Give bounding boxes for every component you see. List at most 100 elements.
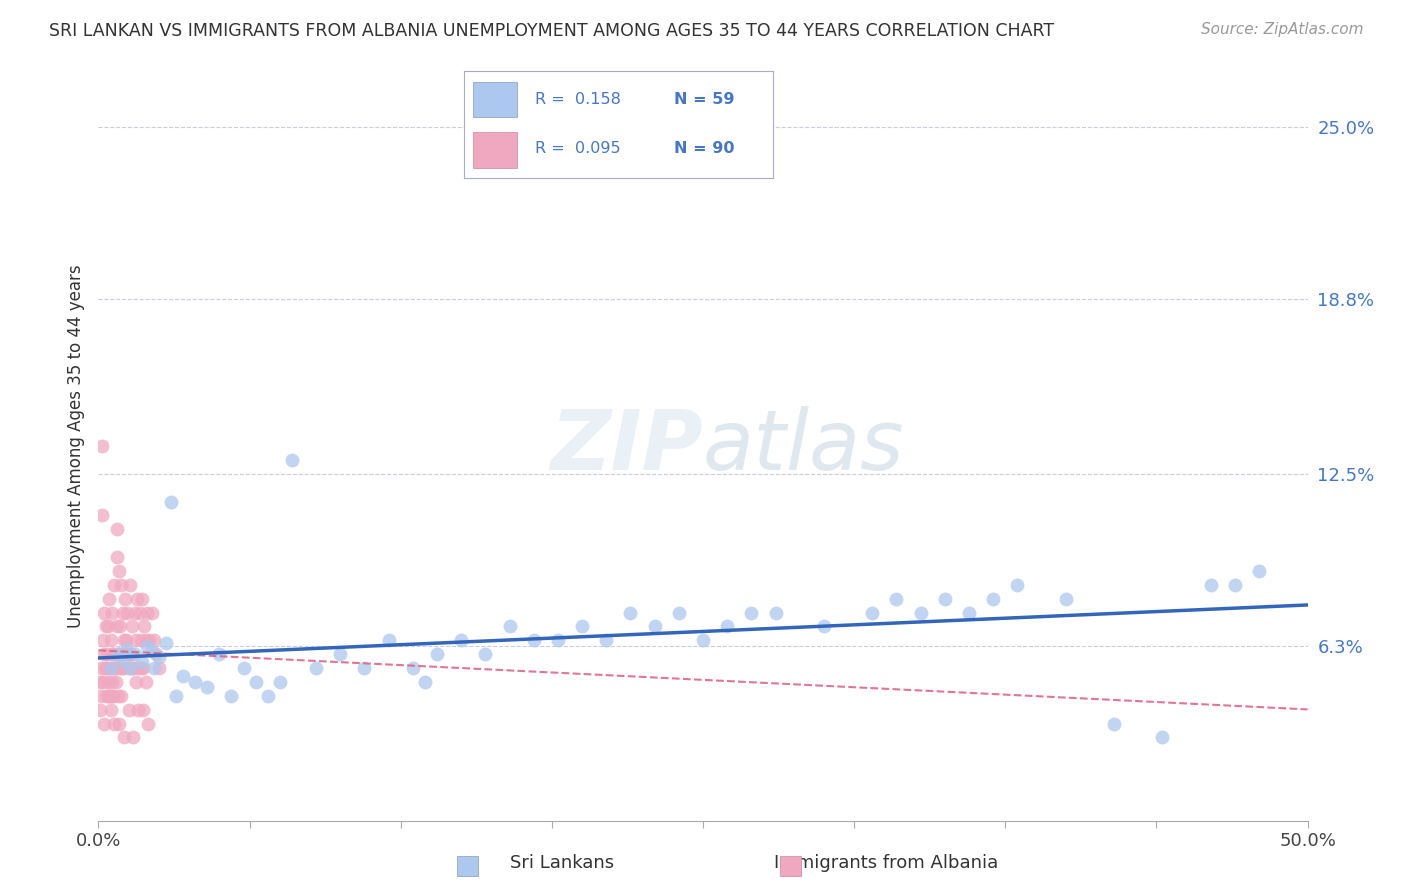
Point bbox=[132, 661, 155, 675]
Point bbox=[860, 606, 883, 620]
Point bbox=[172, 669, 194, 683]
Text: Immigrants from Albania: Immigrants from Albania bbox=[773, 855, 998, 872]
Point bbox=[160, 494, 183, 508]
Point bbox=[110, 578, 132, 592]
Point bbox=[1223, 578, 1246, 592]
Point bbox=[117, 641, 139, 656]
Point bbox=[547, 633, 569, 648]
Point bbox=[98, 661, 121, 675]
Point bbox=[981, 591, 1004, 606]
Point bbox=[101, 674, 124, 689]
Point bbox=[740, 606, 762, 620]
Point bbox=[118, 661, 141, 675]
Text: atlas: atlas bbox=[703, 406, 904, 486]
Text: SRI LANKAN VS IMMIGRANTS FROM ALBANIA UNEMPLOYMENT AMONG AGES 35 TO 44 YEARS COR: SRI LANKAN VS IMMIGRANTS FROM ALBANIA UN… bbox=[49, 22, 1054, 40]
Point bbox=[135, 633, 157, 648]
Point bbox=[155, 636, 177, 650]
Point bbox=[104, 661, 127, 675]
Point bbox=[96, 647, 118, 661]
Point bbox=[132, 703, 155, 717]
Point bbox=[115, 633, 138, 648]
Point bbox=[377, 633, 399, 648]
Point bbox=[114, 591, 136, 606]
Point bbox=[108, 564, 131, 578]
Point bbox=[886, 591, 908, 606]
Point bbox=[93, 606, 115, 620]
Point bbox=[100, 633, 122, 648]
Point bbox=[97, 619, 120, 633]
Point bbox=[426, 647, 449, 661]
Text: Sri Lankans: Sri Lankans bbox=[510, 855, 614, 872]
Point bbox=[138, 633, 160, 648]
Point bbox=[143, 661, 166, 675]
Point bbox=[184, 674, 207, 689]
Point bbox=[122, 661, 145, 675]
Point bbox=[148, 649, 170, 664]
Point bbox=[115, 647, 138, 661]
Point bbox=[100, 661, 122, 675]
Point bbox=[1054, 591, 1077, 606]
Point bbox=[107, 647, 129, 661]
Point bbox=[101, 647, 124, 661]
Point bbox=[104, 647, 127, 661]
Point bbox=[117, 647, 139, 661]
Point bbox=[96, 689, 118, 703]
Point bbox=[129, 633, 152, 648]
Point bbox=[90, 661, 112, 675]
Point bbox=[120, 647, 142, 661]
Point bbox=[110, 689, 132, 703]
Point bbox=[232, 661, 254, 675]
Point bbox=[135, 606, 157, 620]
Point bbox=[111, 661, 134, 675]
Point bbox=[136, 716, 159, 731]
Point bbox=[93, 716, 115, 731]
Point bbox=[101, 647, 124, 661]
Point bbox=[221, 689, 243, 703]
Point bbox=[108, 661, 131, 675]
Text: Source: ZipAtlas.com: Source: ZipAtlas.com bbox=[1201, 22, 1364, 37]
Point bbox=[108, 716, 131, 731]
Point bbox=[121, 619, 143, 633]
Point bbox=[644, 619, 666, 633]
Point bbox=[1249, 564, 1271, 578]
Point bbox=[94, 661, 117, 675]
Point bbox=[1007, 578, 1029, 592]
Point bbox=[103, 578, 125, 592]
Point bbox=[208, 647, 231, 661]
Point bbox=[1199, 578, 1222, 592]
Point bbox=[120, 647, 142, 661]
Point bbox=[118, 578, 141, 592]
Point bbox=[131, 591, 153, 606]
Point bbox=[329, 647, 352, 661]
Point bbox=[135, 674, 157, 689]
Point bbox=[122, 731, 145, 745]
Point bbox=[97, 689, 120, 703]
Point bbox=[110, 647, 132, 661]
Point bbox=[474, 647, 496, 661]
Bar bbox=[474, 132, 516, 168]
Point bbox=[124, 647, 146, 661]
Point bbox=[498, 619, 520, 633]
Point bbox=[97, 674, 120, 689]
Text: N = 90: N = 90 bbox=[675, 142, 735, 156]
Point bbox=[402, 661, 425, 675]
Point bbox=[100, 703, 122, 717]
Point bbox=[105, 549, 128, 564]
Point bbox=[141, 644, 163, 658]
Point bbox=[89, 674, 111, 689]
Point bbox=[281, 453, 304, 467]
Point bbox=[103, 716, 125, 731]
Text: R =  0.095: R = 0.095 bbox=[536, 142, 620, 156]
Point bbox=[692, 633, 714, 648]
Point bbox=[91, 439, 114, 453]
Point bbox=[1102, 716, 1125, 731]
Text: ZIP: ZIP bbox=[550, 406, 703, 486]
Point bbox=[103, 689, 125, 703]
Point bbox=[127, 591, 149, 606]
Point bbox=[450, 633, 472, 648]
Point bbox=[256, 689, 278, 703]
Y-axis label: Unemployment Among Ages 35 to 44 years: Unemployment Among Ages 35 to 44 years bbox=[66, 264, 84, 628]
Point bbox=[813, 619, 835, 633]
Point bbox=[195, 681, 218, 695]
Bar bbox=[474, 82, 516, 118]
